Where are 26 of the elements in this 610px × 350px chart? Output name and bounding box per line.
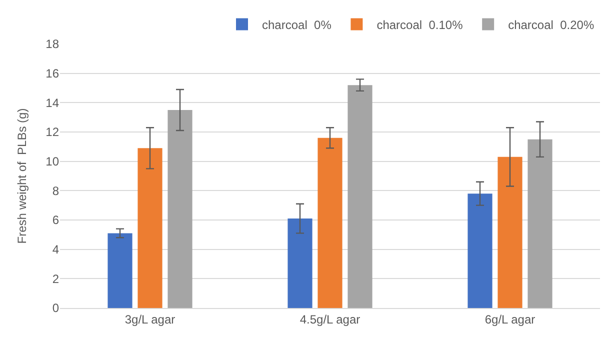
bar	[468, 194, 492, 308]
legend-label: charcoal 0.10%	[376, 18, 464, 32]
bar	[168, 110, 192, 308]
bar	[138, 148, 162, 308]
bar	[528, 139, 552, 308]
x-tick-label: 3g/L agar	[124, 312, 176, 326]
y-tick-label: 16	[46, 66, 60, 81]
y-tick-label: 8	[52, 184, 60, 198]
y-axis-title: Fresh weight of PLBs (g)	[15, 108, 29, 244]
y-tick-label: 10	[46, 154, 60, 169]
x-tick-label: 6g/L agar	[484, 312, 536, 326]
y-tick-label: 2	[52, 272, 60, 286]
y-tick-label: 0	[52, 301, 60, 316]
y-tick-label: 6	[52, 213, 60, 228]
bar	[108, 233, 132, 308]
y-tick-label: 4	[52, 242, 60, 257]
legend-label: charcoal 0%	[262, 18, 332, 32]
y-tick-label: 18	[46, 37, 60, 52]
bar	[318, 138, 342, 308]
y-tick-label: 14	[46, 96, 60, 110]
bar	[288, 218, 312, 308]
bar	[348, 85, 372, 308]
bar	[498, 156, 522, 308]
y-tick-label: 12	[46, 125, 60, 140]
legend-label: charcoal 0.20%	[508, 18, 594, 32]
x-tick-label: 4.5g/L agar	[300, 312, 360, 326]
